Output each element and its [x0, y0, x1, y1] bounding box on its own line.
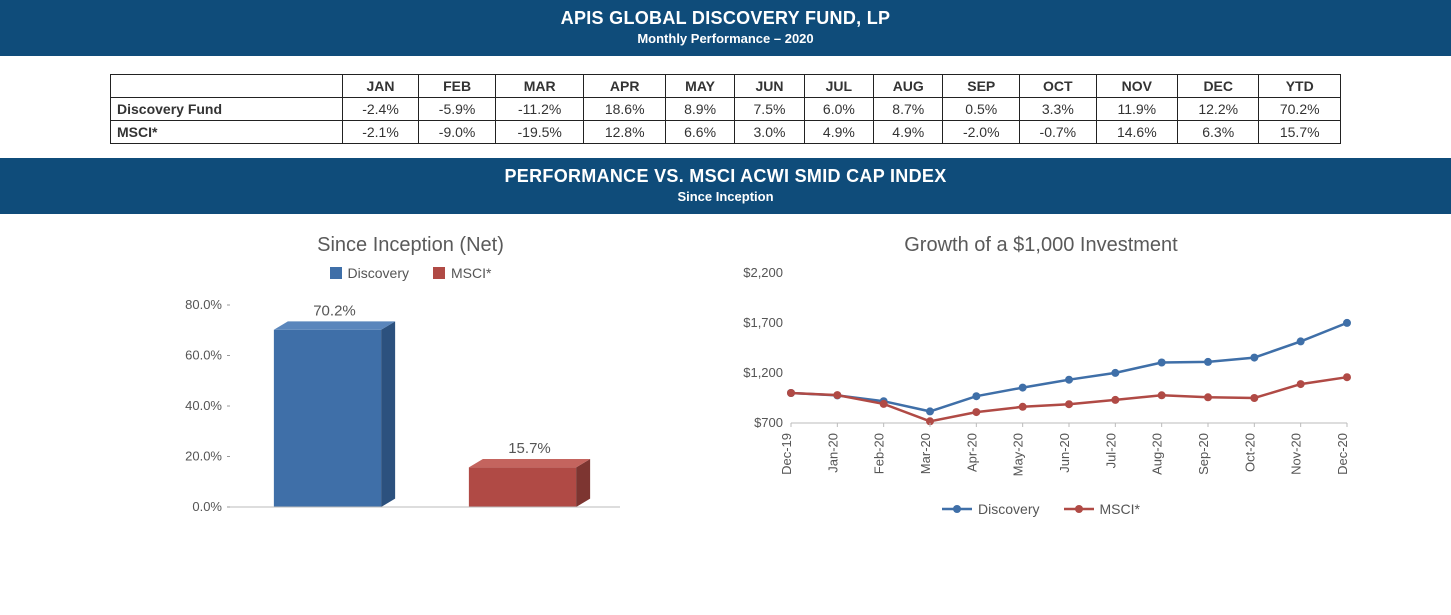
table-cell: -9.0%: [419, 121, 496, 144]
banner2-subtitle: Since Inception: [0, 189, 1451, 204]
table-row: MSCI*-2.1%-9.0%-19.5%12.8%6.6%3.0%4.9%4.…: [111, 121, 1341, 144]
svg-text:Dec-19: Dec-19: [779, 433, 794, 475]
banner1-title: APIS GLOBAL DISCOVERY FUND, LP: [0, 8, 1451, 29]
svg-text:$2,200: $2,200: [743, 265, 783, 280]
svg-text:0.0%: 0.0%: [192, 499, 222, 514]
banner-monthly-perf: APIS GLOBAL DISCOVERY FUND, LP Monthly P…: [0, 0, 1451, 56]
table-cell: 3.3%: [1020, 98, 1097, 121]
legend-swatch: [330, 267, 342, 279]
table-col-header: DEC: [1178, 75, 1259, 98]
legend-line-mark: [942, 503, 972, 515]
bar-chart-box: Since Inception (Net) Discovery MSCI* 0.0…: [160, 234, 661, 525]
legend-line-mark: [1064, 503, 1094, 515]
line-chart-legend: Discovery MSCI*: [721, 501, 1361, 517]
table-cell: -5.9%: [419, 98, 496, 121]
svg-text:Oct-20: Oct-20: [1242, 433, 1257, 472]
table-col-header: JAN: [342, 75, 419, 98]
table-col-header: MAR: [495, 75, 584, 98]
table-col-header: YTD: [1259, 75, 1341, 98]
bar-chart-svg: 0.0% 20.0% 40.0% 60.0% 80.0% 70.2% 15.7%: [160, 295, 640, 525]
table-row-label: Discovery Fund: [111, 98, 343, 121]
table-cell: 14.6%: [1096, 121, 1177, 144]
legend-item: Discovery: [942, 501, 1039, 517]
table-col-header: OCT: [1020, 75, 1097, 98]
table-row: Discovery Fund-2.4%-5.9%-11.2%18.6%8.9%7…: [111, 98, 1341, 121]
table-cell: 6.3%: [1178, 121, 1259, 144]
table-col-header: MAY: [665, 75, 734, 98]
line-chart-title: Growth of a $1,000 Investment: [721, 234, 1361, 257]
svg-text:$1,200: $1,200: [743, 365, 783, 380]
legend-label: Discovery: [348, 265, 409, 281]
table-cell: 15.7%: [1259, 121, 1341, 144]
line-chart-box: Growth of a $1,000 Investment $700 $1,200…: [721, 234, 1361, 531]
svg-text:Mar-20: Mar-20: [918, 433, 933, 474]
bar-chart-legend: Discovery MSCI*: [160, 265, 661, 281]
svg-text:$1,700: $1,700: [743, 315, 783, 330]
table-corner: [111, 75, 343, 98]
table-cell: -11.2%: [495, 98, 584, 121]
table-cell: -0.7%: [1020, 121, 1097, 144]
svg-text:Apr-20: Apr-20: [964, 433, 979, 472]
table-cell: 3.0%: [735, 121, 804, 144]
table-cell: 18.6%: [584, 98, 665, 121]
svg-text:Jan-20: Jan-20: [825, 433, 840, 473]
table-cell: 6.0%: [804, 98, 873, 121]
legend-item: Discovery: [330, 265, 409, 281]
table-cell: 11.9%: [1096, 98, 1177, 121]
svg-text:May-20: May-20: [1011, 433, 1026, 476]
legend-swatch: [433, 267, 445, 279]
bar-chart-title: Since Inception (Net): [160, 234, 661, 257]
svg-text:$700: $700: [754, 415, 783, 430]
table-cell: -2.0%: [943, 121, 1020, 144]
table-cell: -2.1%: [342, 121, 419, 144]
svg-text:Sep-20: Sep-20: [1196, 433, 1211, 475]
table-cell: -2.4%: [342, 98, 419, 121]
svg-text:Jun-20: Jun-20: [1057, 433, 1072, 473]
performance-table: JANFEBMARAPRMAYJUNJULAUGSEPOCTNOVDECYTD …: [110, 74, 1341, 144]
table-cell: 7.5%: [735, 98, 804, 121]
table-col-header: JUL: [804, 75, 873, 98]
legend-item: MSCI*: [1064, 501, 1140, 517]
line-chart-svg: $700 $1,200 $1,700 $2,200 Dec-19 Jan-20 Feb-20…: [721, 265, 1361, 495]
table-cell: 12.2%: [1178, 98, 1259, 121]
table-col-header: FEB: [419, 75, 496, 98]
svg-text:80.0%: 80.0%: [185, 297, 222, 312]
table-cell: 6.6%: [665, 121, 734, 144]
table-cell: 0.5%: [943, 98, 1020, 121]
legend-label: MSCI*: [451, 265, 491, 281]
svg-text:60.0%: 60.0%: [185, 348, 222, 363]
svg-text:40.0%: 40.0%: [185, 398, 222, 413]
legend-item: MSCI*: [433, 265, 491, 281]
svg-text:70.2%: 70.2%: [313, 302, 356, 319]
table-cell: 4.9%: [804, 121, 873, 144]
table-cell: 8.7%: [874, 98, 943, 121]
table-cell: 12.8%: [584, 121, 665, 144]
svg-text:Jul-20: Jul-20: [1103, 433, 1118, 468]
legend-label: MSCI*: [1100, 501, 1140, 517]
svg-text:Nov-20: Nov-20: [1289, 433, 1304, 475]
banner-vs-index: PERFORMANCE VS. MSCI ACWI SMID CAP INDEX…: [0, 158, 1451, 214]
svg-text:Feb-20: Feb-20: [872, 433, 887, 474]
table-cell: 70.2%: [1259, 98, 1341, 121]
table-col-header: JUN: [735, 75, 804, 98]
charts-row: Since Inception (Net) Discovery MSCI* 0.0…: [0, 214, 1451, 541]
table-cell: 8.9%: [665, 98, 734, 121]
legend-label: Discovery: [978, 501, 1039, 517]
svg-text:20.0%: 20.0%: [185, 449, 222, 464]
table-col-header: NOV: [1096, 75, 1177, 98]
table-cell: -19.5%: [495, 121, 584, 144]
svg-text:15.7%: 15.7%: [508, 440, 551, 457]
banner2-title: PERFORMANCE VS. MSCI ACWI SMID CAP INDEX: [0, 166, 1451, 187]
table-col-header: SEP: [943, 75, 1020, 98]
table-row-label: MSCI*: [111, 121, 343, 144]
table-cell: 4.9%: [874, 121, 943, 144]
table-col-header: APR: [584, 75, 665, 98]
performance-table-wrap: JANFEBMARAPRMAYJUNJULAUGSEPOCTNOVDECYTD …: [0, 56, 1451, 158]
svg-text:Aug-20: Aug-20: [1150, 433, 1165, 475]
banner1-subtitle: Monthly Performance – 2020: [0, 31, 1451, 46]
table-col-header: AUG: [874, 75, 943, 98]
svg-text:Dec-20: Dec-20: [1335, 433, 1350, 475]
